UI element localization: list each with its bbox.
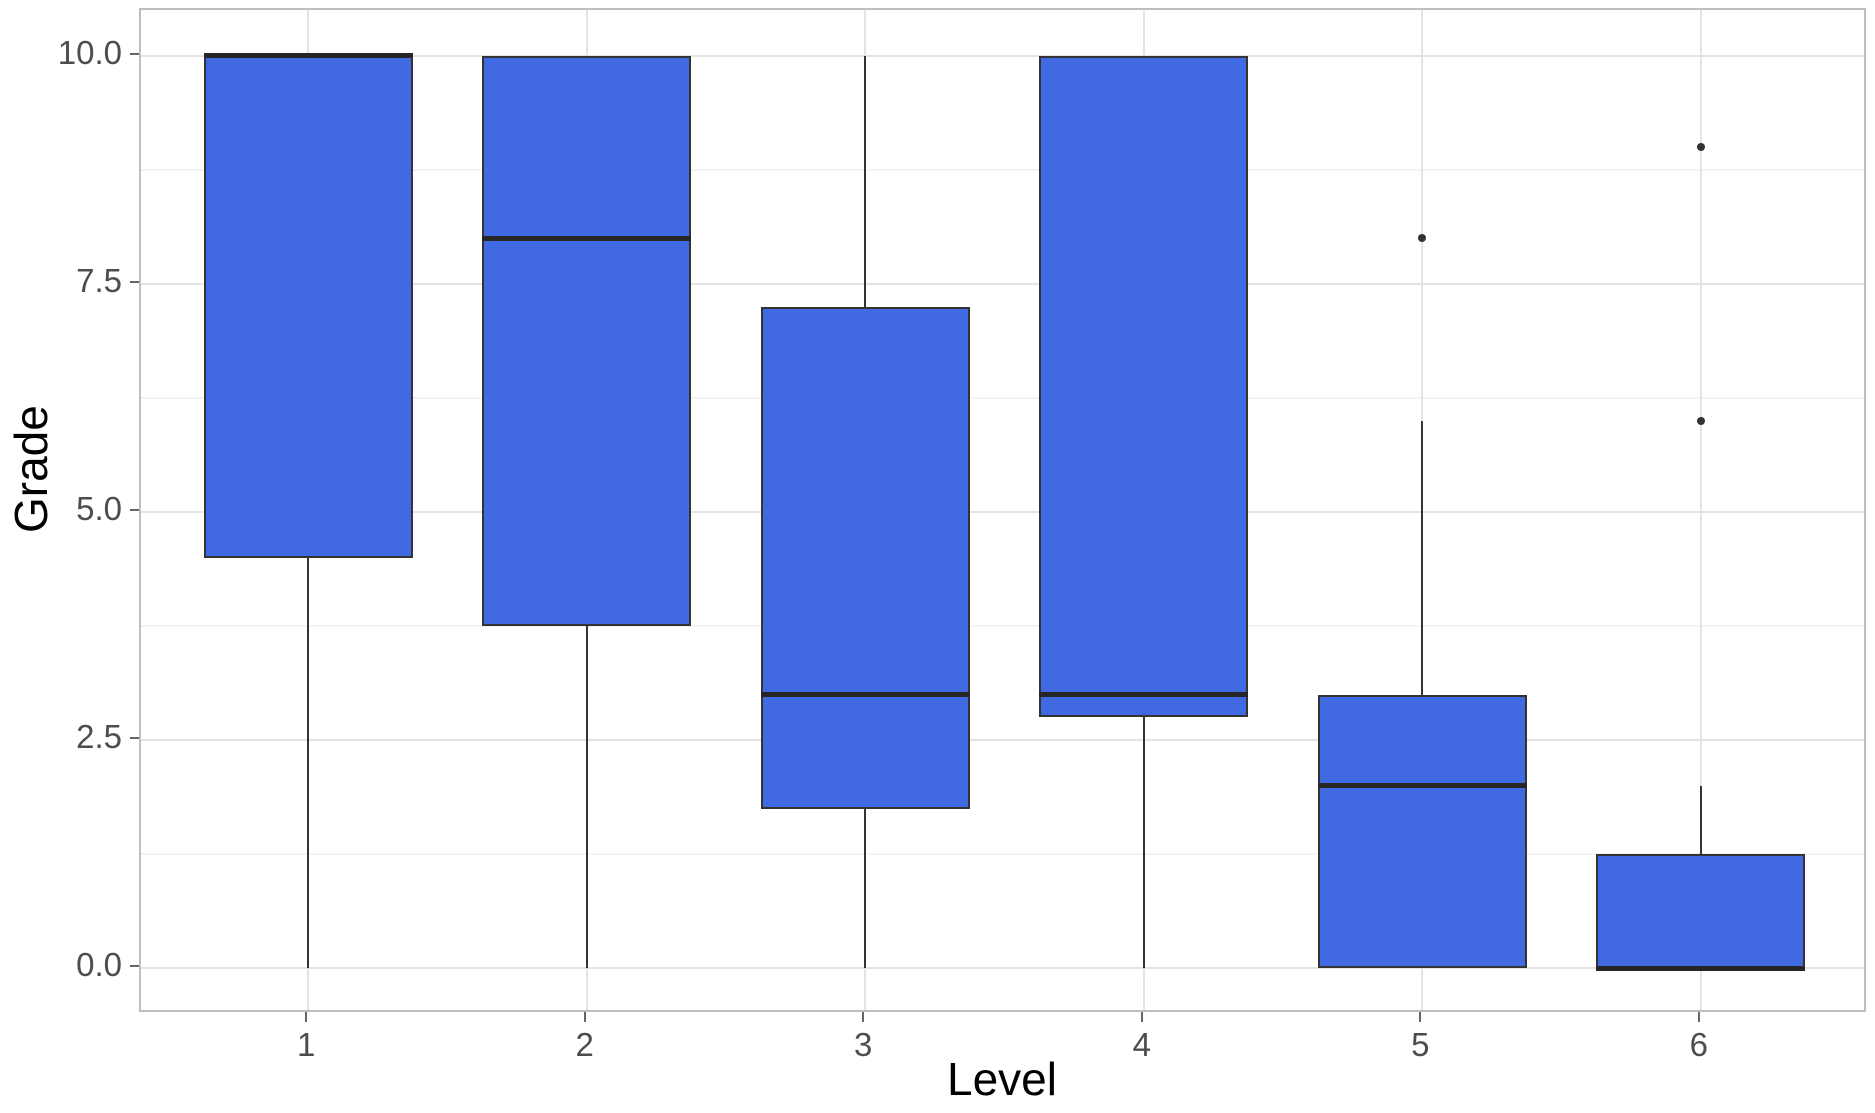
x-tick-label: 6 (1689, 1026, 1709, 1063)
y-tick-mark (130, 280, 139, 283)
x-tick-mark (1697, 1012, 1700, 1022)
iqr-box (760, 306, 970, 809)
x-tick-mark (305, 1012, 308, 1022)
x-tick-label: 3 (854, 1026, 873, 1063)
gridline-major-y (141, 967, 1864, 970)
x-tick-label: 2 (575, 1026, 594, 1063)
iqr-box (482, 55, 692, 627)
plot-panel (139, 8, 1866, 1012)
y-tick-label: 0.0 (76, 946, 122, 984)
iqr-box (1596, 854, 1806, 969)
y-tick-mark (130, 509, 139, 511)
y-tick-mark (130, 737, 139, 740)
x-tick-mark (583, 1012, 586, 1022)
upper-whisker (864, 55, 867, 307)
upper-whisker (1421, 420, 1424, 695)
iqr-box (1039, 55, 1249, 718)
median-line (482, 235, 692, 241)
median-line (1596, 965, 1806, 971)
gridline-minor-y (141, 853, 1864, 856)
median-line (1039, 692, 1249, 698)
gridline-major-y (141, 54, 1864, 57)
median-line (203, 53, 413, 59)
outlier-point (1696, 416, 1705, 425)
iqr-box (1317, 694, 1527, 969)
outlier-point (1418, 234, 1427, 243)
lower-whisker (864, 808, 867, 969)
y-tick-mark (130, 52, 139, 55)
gridline-minor-y (141, 396, 1864, 399)
y-tick-label: 5.0 (76, 490, 122, 528)
outlier-point (1696, 142, 1705, 151)
x-tick-mark (1140, 1012, 1143, 1022)
x-tick-label: 1 (296, 1026, 316, 1063)
y-tick-label: 10.0 (57, 33, 122, 71)
gridline-minor-y (141, 625, 1864, 628)
x-tick-label: 5 (1411, 1026, 1430, 1063)
gridline-major-y (141, 282, 1864, 285)
median-line (1317, 783, 1527, 789)
upper-whisker (1699, 785, 1702, 855)
x-tick-mark (862, 1012, 865, 1022)
lower-whisker (307, 557, 310, 969)
lower-whisker (585, 626, 588, 969)
x-tick-label: 4 (1132, 1026, 1151, 1063)
y-axis-title: Grade (5, 405, 57, 533)
gridline-minor-y (141, 168, 1864, 171)
x-tick-mark (1419, 1012, 1422, 1022)
gridline-major-y (141, 511, 1864, 513)
iqr-box (203, 55, 413, 558)
median-line (760, 692, 970, 698)
gridline-major-y (141, 739, 1864, 742)
y-tick-label: 7.5 (76, 261, 122, 299)
y-tick-mark (130, 965, 139, 968)
lower-whisker (1142, 717, 1145, 969)
x-axis-title: Level (947, 1053, 1057, 1105)
y-tick-label: 2.5 (76, 718, 122, 756)
gridline-major-x (1699, 10, 1702, 1010)
